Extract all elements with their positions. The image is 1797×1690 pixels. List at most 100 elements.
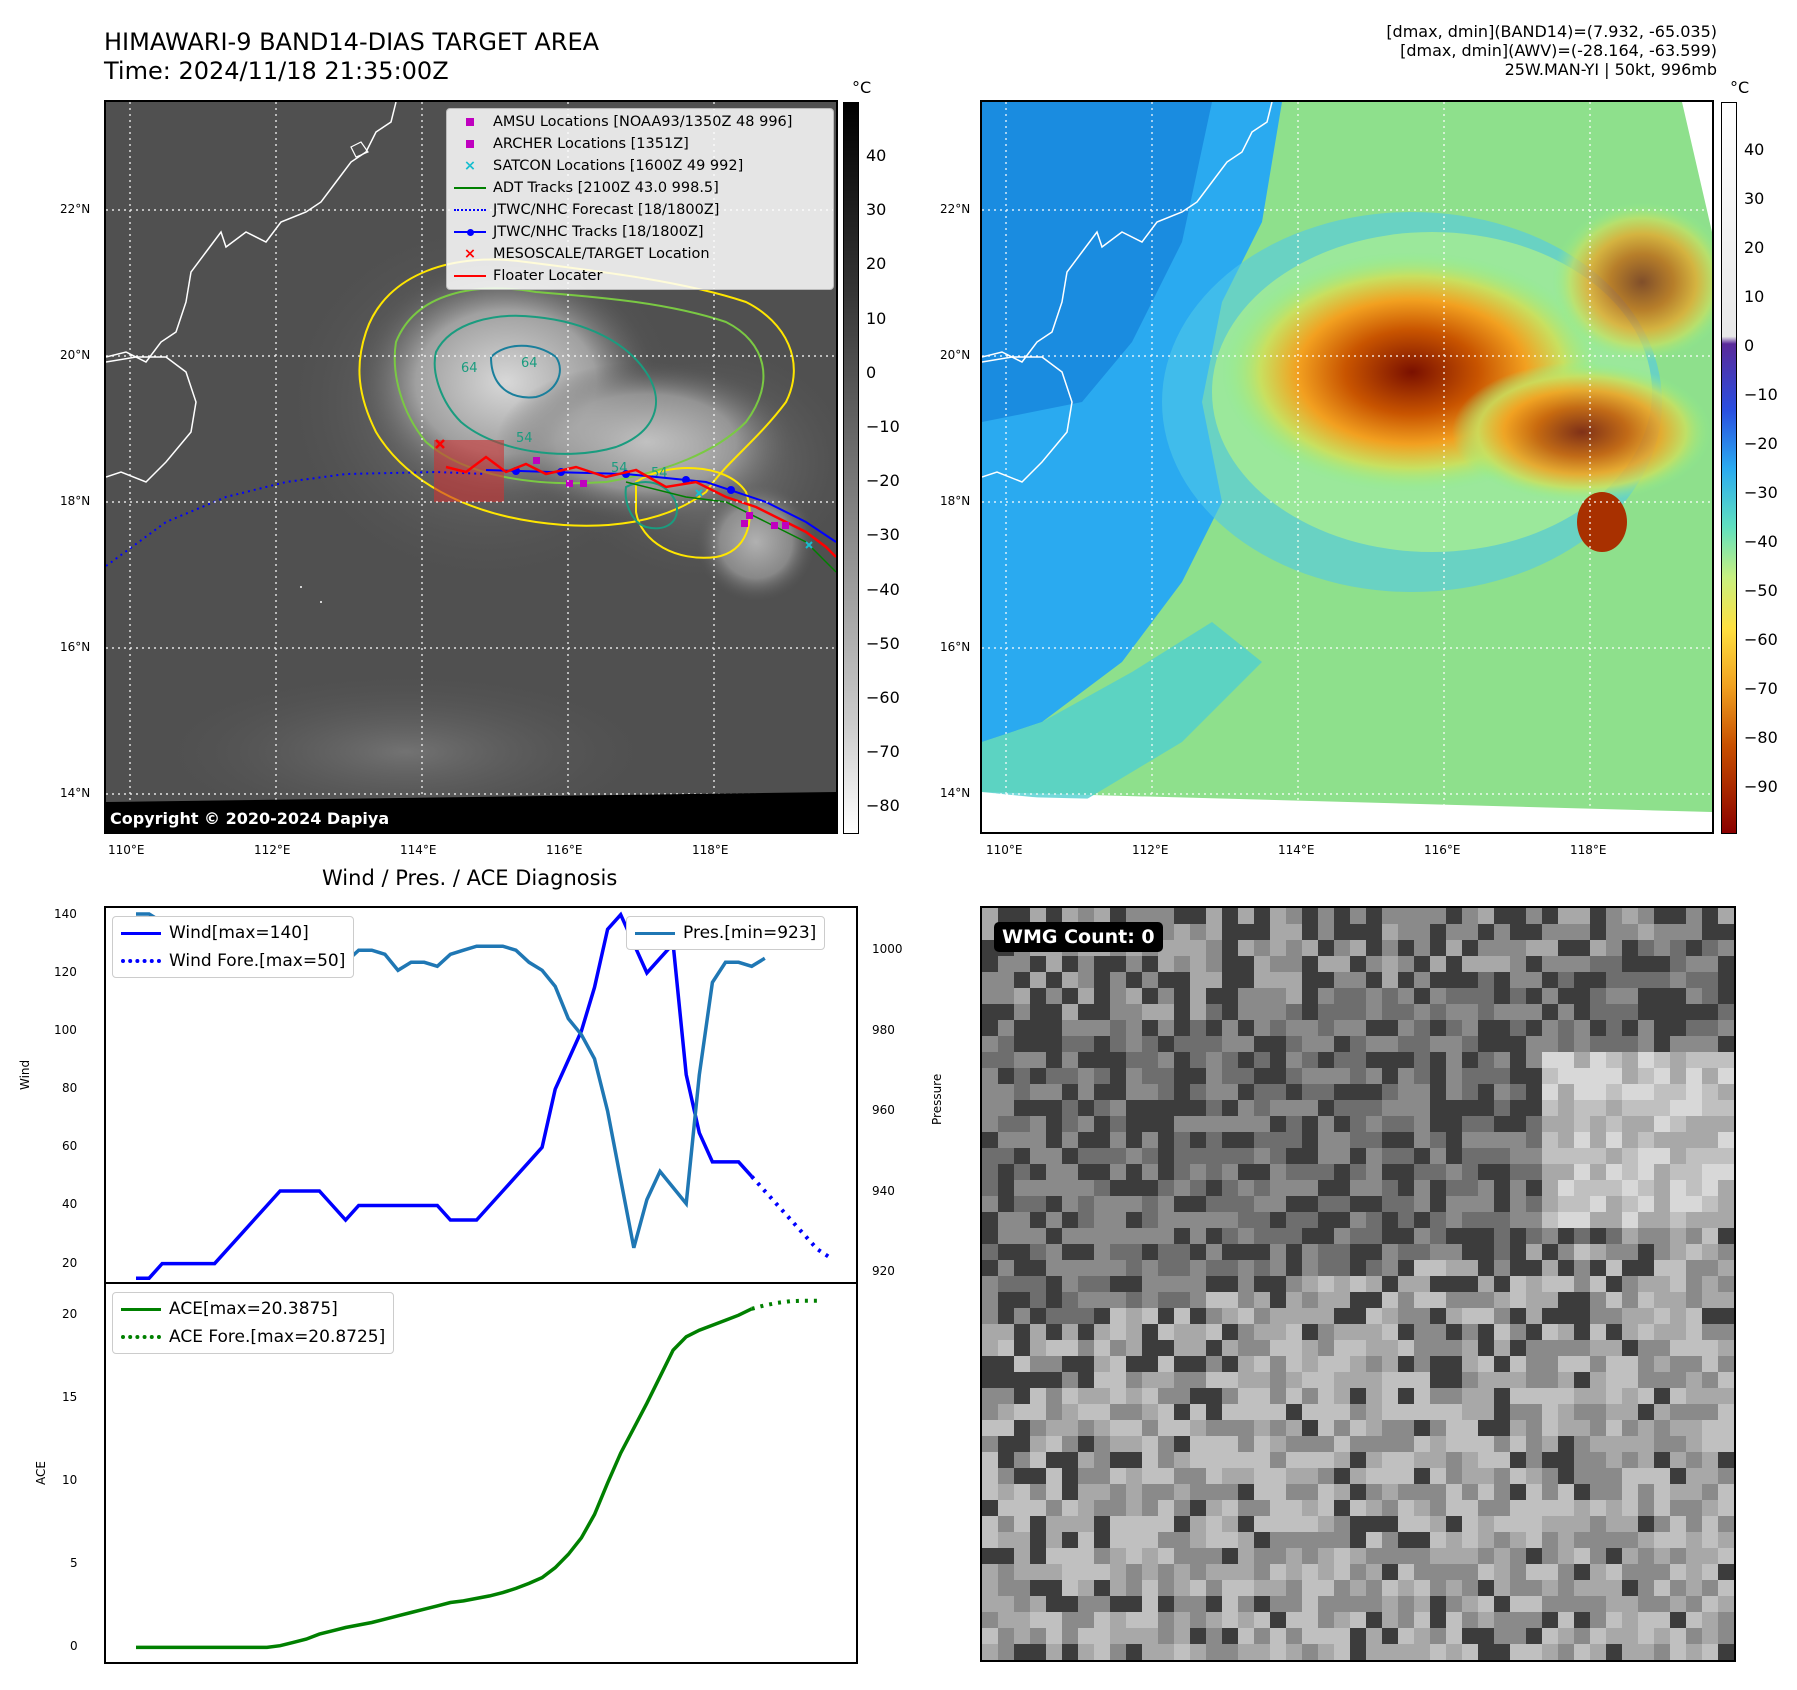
colorbar-tick-label: −40: [866, 579, 900, 599]
colorbar-tick-label: 20: [866, 254, 887, 274]
line-icon: [113, 1307, 169, 1311]
pressure-tick-label: 940: [872, 1183, 895, 1198]
line-icon: [447, 275, 493, 277]
lon-label: 118°E: [692, 843, 729, 857]
legend-row-target: × MESOSCALE/TARGET Location: [447, 243, 833, 265]
colorbar-tick-label: −90: [1744, 777, 1778, 796]
legend-row-adt: ADT Tracks [2100Z 43.0 998.5]: [447, 177, 833, 199]
lon-label: 114°E: [1278, 843, 1315, 857]
square-marker-icon: [447, 140, 493, 148]
ace-tick-label: 20: [62, 1307, 78, 1322]
intensity-info: [dmax, dmin](BAND14)=(7.932, -65.035) [d…: [1386, 22, 1717, 79]
info-line-3: 25W.MAN-YI | 50kt, 996mb: [1504, 60, 1717, 79]
line-dot-icon: [447, 228, 493, 236]
diagnosis-title: Wind / Pres. / ACE Diagnosis: [322, 866, 618, 890]
legend-row-tracks: JTWC/NHC Tracks [18/1800Z]: [447, 221, 833, 243]
lat-label: 16°N: [940, 640, 971, 654]
pressure-legend: Pres.[min=923]: [626, 916, 826, 950]
pressure-tick-label: 1000: [872, 942, 903, 957]
awv-map-panel: [980, 100, 1714, 834]
colorbar-tick-label: −20: [1744, 434, 1778, 453]
colorbar-tick-label: −60: [1744, 630, 1778, 649]
lon-label: 110°E: [108, 843, 145, 857]
legend-wind: Wind[max=140]: [113, 919, 353, 947]
pressure-tick-label: 980: [872, 1022, 895, 1037]
ace-tick-label: 10: [62, 1473, 78, 1488]
colorbar-tick-label: −80: [866, 796, 900, 816]
wmg-pixel-image: [982, 908, 1734, 1660]
legend-wind-forecast: Wind Fore.[max=50]: [113, 947, 353, 975]
legend-row-floater: Floater Locater: [447, 265, 833, 287]
copyright-badge: Copyright © 2020-2024 Dapiya: [104, 806, 396, 831]
colorbar-tick-label: 10: [866, 308, 887, 328]
line-icon: [447, 187, 493, 189]
legend-ace-forecast: ACE Fore.[max=20.8725]: [113, 1323, 393, 1351]
contour-label-3: 54: [516, 431, 533, 446]
legend-row-amsu: AMSU Locations [NOAA93/1350Z 48 996]: [447, 111, 833, 133]
map-legend: AMSU Locations [NOAA93/1350Z 48 996] ARC…: [446, 108, 834, 290]
colorbar-tick-label: −70: [866, 742, 900, 762]
pressure-tick-label: 960: [872, 1103, 895, 1118]
dotted-line-icon: [447, 209, 493, 211]
contour-label-1: 64: [461, 361, 478, 376]
colorbar-tick-label: −80: [1744, 728, 1778, 747]
colorbar-tick-label: −10: [866, 417, 900, 436]
wmg-count-badge: WMG Count: 0: [994, 922, 1163, 952]
lat-label: 22°N: [940, 202, 971, 216]
wmg-panel: [980, 906, 1736, 1662]
colorbar-tick-label: 30: [1744, 189, 1765, 208]
awv-colorbar: [1721, 102, 1737, 834]
colorbar-tick-label: −30: [1744, 483, 1778, 502]
title-line-1: HIMAWARI-9 BAND14-DIAS TARGET AREA: [104, 28, 600, 56]
wind-tick-label: 60: [62, 1139, 78, 1154]
contour-label-2: 64: [521, 356, 538, 371]
wind-tick-label: 100: [54, 1023, 77, 1038]
wind-tick-label: 40: [62, 1197, 78, 1212]
colorbar-tick-label: 20: [1744, 238, 1765, 257]
colorbar-tick-label: 30: [866, 200, 887, 220]
lon-label: 116°E: [1424, 843, 1461, 857]
dotted-line-icon: [113, 959, 169, 963]
chart-title: HIMAWARI-9 BAND14-DIAS TARGET AREA Time:…: [104, 28, 599, 86]
lon-label: 110°E: [986, 843, 1023, 857]
title-line-2: Time: 2024/11/18 21:35:00Z: [104, 57, 449, 85]
colorbar-tick-label: 40: [866, 146, 887, 165]
lat-label: 20°N: [60, 348, 91, 362]
colorbar-unit: °C: [1730, 78, 1750, 97]
lat-label: 18°N: [60, 494, 91, 508]
line-icon: [113, 931, 169, 935]
colorbar-unit: °C: [852, 78, 872, 97]
colorbar-tick-label: 0: [1744, 336, 1755, 355]
wind-tick-label: 80: [62, 1081, 78, 1096]
awv-map-image: [982, 102, 1712, 832]
pressure-tick-label: 920: [872, 1263, 895, 1278]
colorbar-tick-label: −20: [866, 471, 900, 491]
colorbar-tick-label: −50: [866, 633, 900, 653]
ace-legend: ACE[max=20.3875] ACE Fore.[max=20.8725]: [112, 1292, 395, 1354]
x-marker-icon: ×: [463, 158, 477, 174]
x-marker-icon: ×: [463, 246, 477, 262]
wind-tick-label: 140: [54, 906, 77, 921]
lat-label: 14°N: [940, 786, 971, 800]
ace-tick-label: 5: [70, 1556, 78, 1571]
colorbar-tick-label: −10: [1744, 385, 1778, 404]
pressure-axis-label: Pressure: [930, 1073, 944, 1125]
dotted-line-icon: [113, 1335, 169, 1339]
legend-ace: ACE[max=20.3875]: [113, 1295, 393, 1323]
legend-pressure: Pres.[min=923]: [627, 919, 824, 947]
ace-axis-label: ACE: [34, 1461, 48, 1485]
ace-series-line: [136, 1307, 753, 1650]
legend-row-archer: ARCHER Locations [1351Z]: [447, 133, 833, 155]
colorbar-tick-label: −40: [1744, 532, 1778, 551]
colorbar-tick-label: −60: [866, 688, 900, 707]
wind-tick-label: 20: [62, 1255, 78, 1270]
colorbar-tick-label: 40: [1744, 140, 1765, 159]
wind-forecast-line: [750, 1175, 832, 1260]
wind-legend: Wind[max=140] Wind Fore.[max=50]: [112, 916, 355, 978]
colorbar-tick-label: −50: [1744, 581, 1778, 600]
lon-label: 118°E: [1570, 843, 1607, 857]
lat-label: 20°N: [940, 348, 971, 362]
lon-label: 112°E: [254, 843, 291, 857]
wind-series-line: [136, 911, 753, 1280]
colorbar-tick-label: 10: [1744, 287, 1765, 306]
